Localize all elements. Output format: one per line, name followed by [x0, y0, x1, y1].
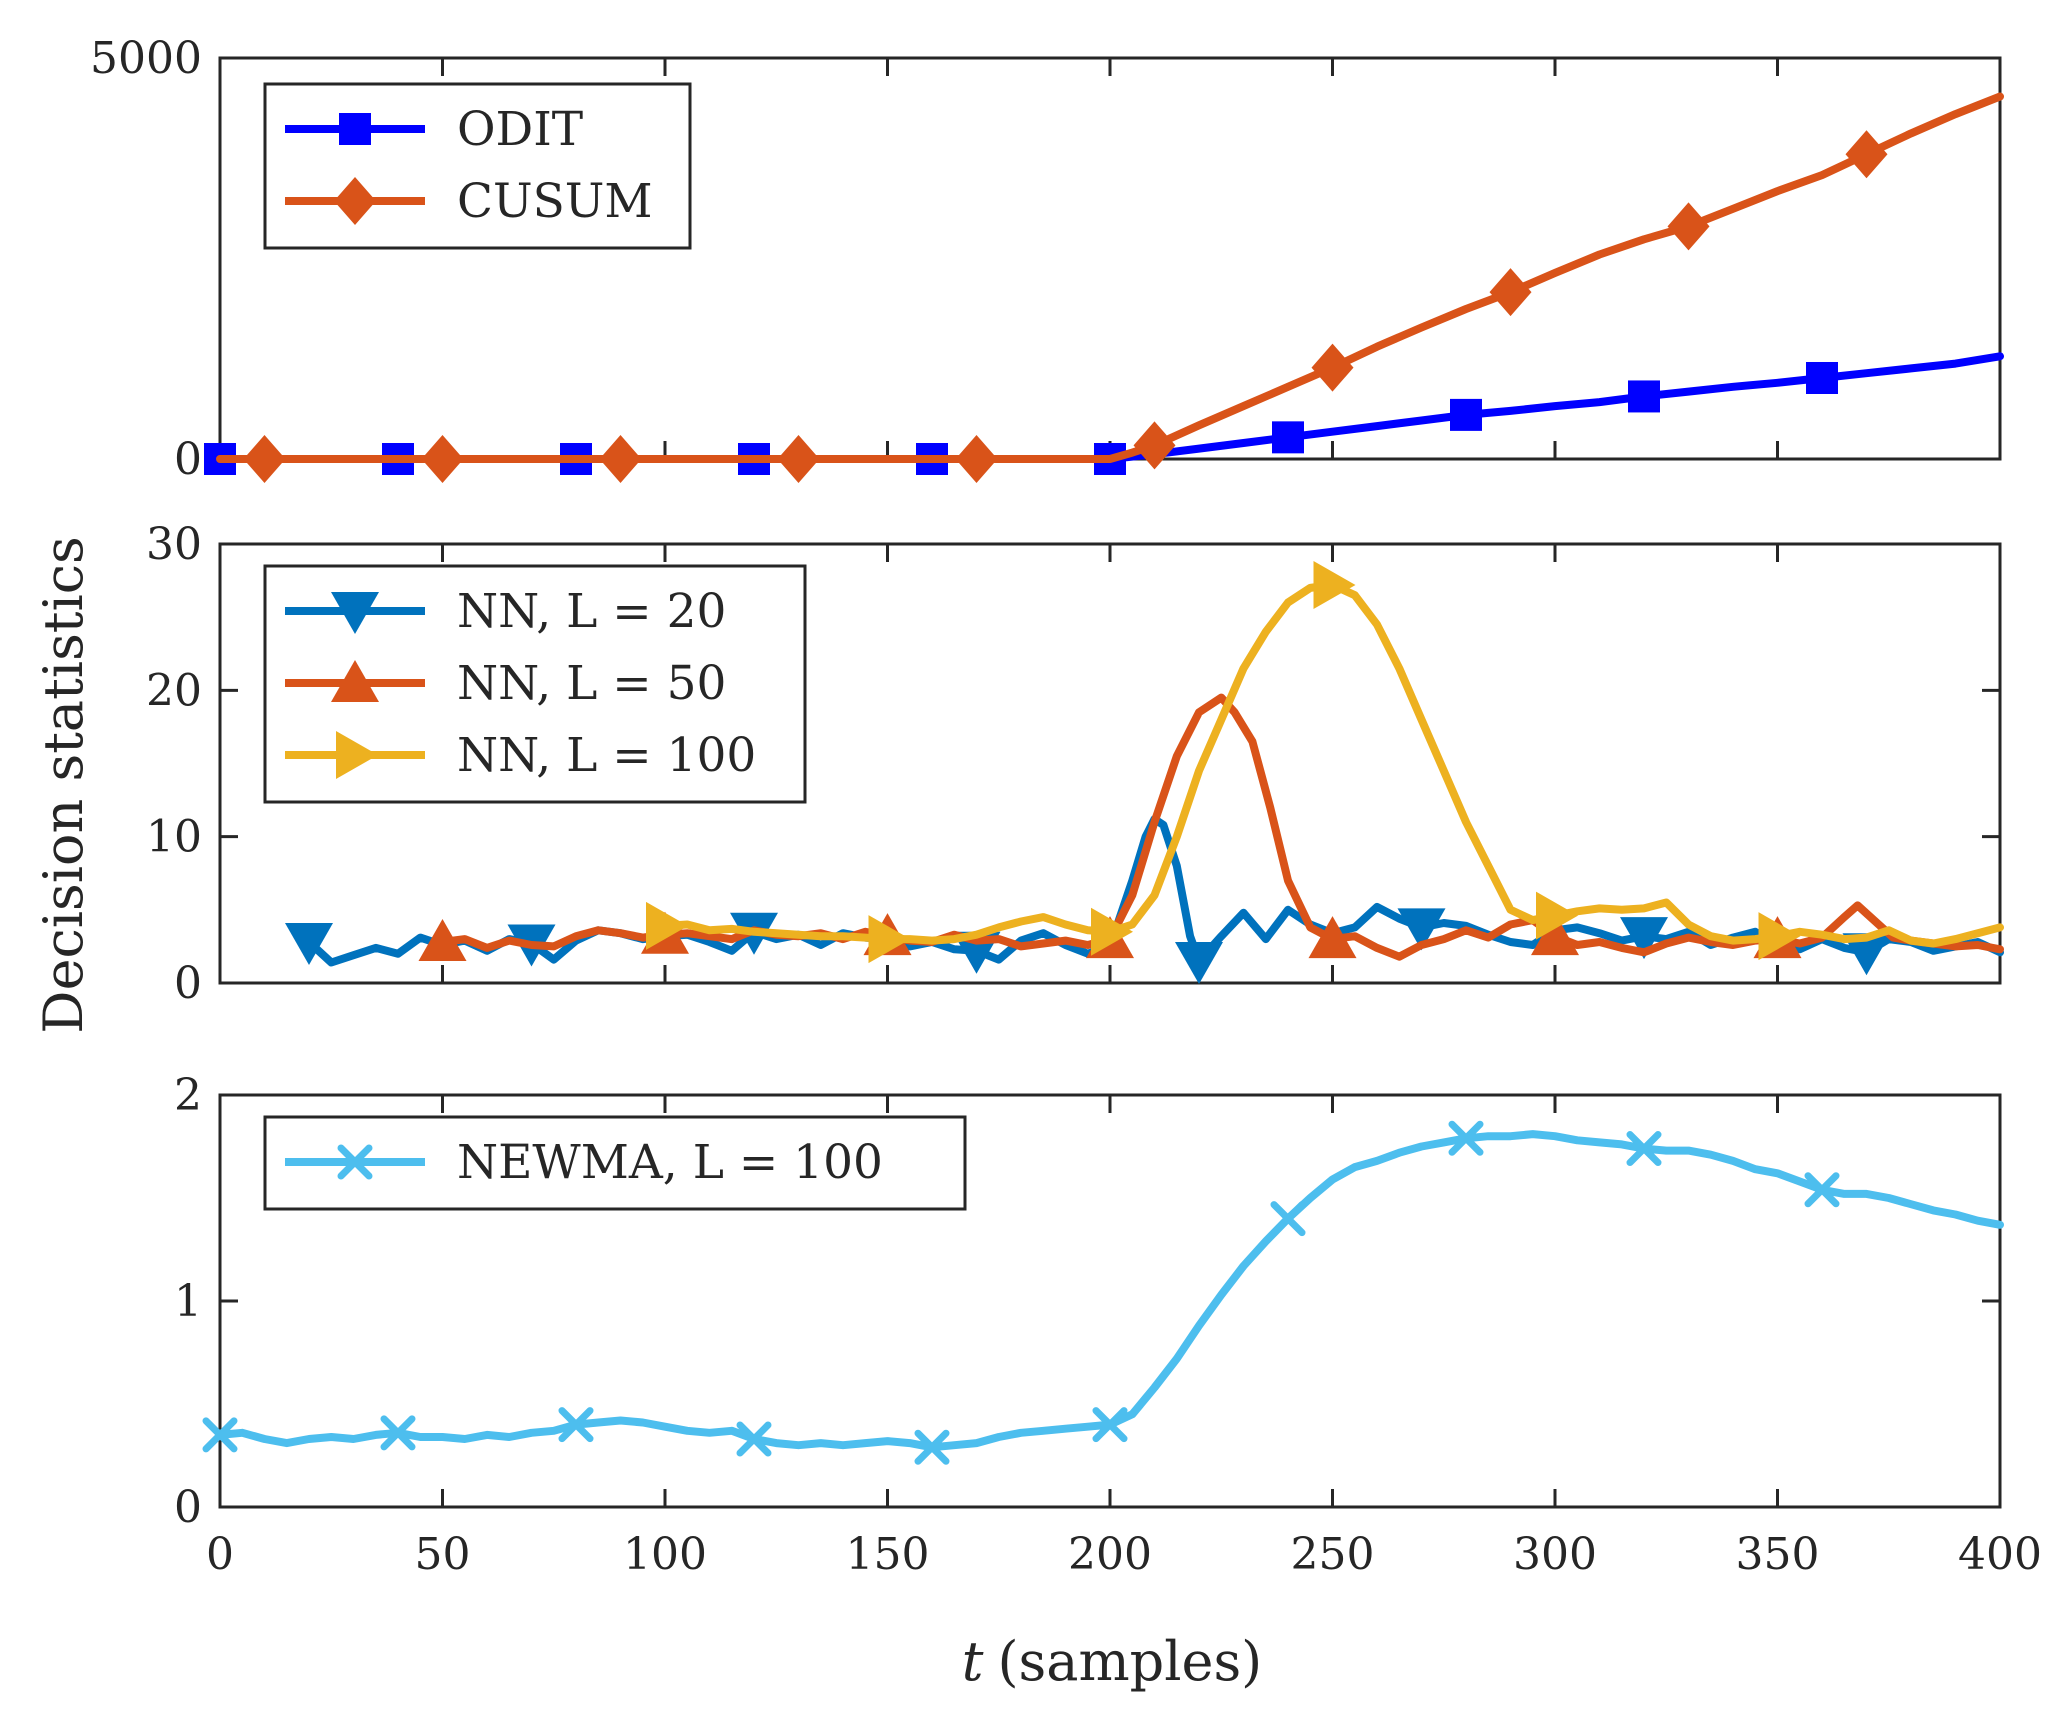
data-point-marker	[1626, 1131, 1662, 1167]
x-tick-label: 200	[1068, 1529, 1152, 1580]
data-point-marker	[599, 435, 642, 483]
y-tick-label: 0	[174, 434, 202, 485]
data-point-marker	[1091, 907, 1133, 956]
legend-swatch-marker	[331, 660, 379, 702]
data-point-marker	[1175, 942, 1223, 985]
y-tick-label: 0	[174, 958, 202, 1009]
legend-swatch-marker	[331, 592, 379, 634]
legend-label: NEWMA, L = 100	[457, 1135, 883, 1190]
legend-label: NN, L = 100	[457, 728, 756, 783]
data-point-marker	[914, 1429, 950, 1465]
data-point-marker	[202, 1417, 238, 1453]
data-point-marker	[558, 1407, 594, 1443]
data-point-marker	[1536, 891, 1578, 940]
data-point-marker	[646, 901, 688, 950]
series-line-cusum	[216, 92, 2004, 463]
legend-swatch-marker	[336, 731, 378, 779]
x-tick-label: 150	[846, 1529, 930, 1580]
legend-label: NN, L = 50	[457, 656, 726, 711]
data-point-marker	[1270, 1201, 1306, 1237]
legend: NEWMA, L = 100	[263, 1115, 967, 1211]
y-tick-label: 30	[146, 519, 202, 570]
x-tick-label: 300	[1513, 1529, 1597, 1580]
data-point-marker	[1758, 912, 1801, 961]
x-axis-unit: (samples)	[997, 1630, 1262, 1693]
panel-odit-cusum: 0 5000 ODIT CUSUM	[90, 33, 2004, 485]
legend-label: CUSUM	[457, 174, 653, 229]
x-axis-variable: t	[962, 1630, 984, 1693]
panel-nn: 0 10 20 30 NN, L = 20 NN, L = 50 NN, L = 100	[146, 519, 2004, 1009]
y-tick-label: 2	[174, 1070, 202, 1121]
y-axis-title: Decision statistics	[32, 536, 95, 1033]
x-tick-label: 0	[206, 1529, 234, 1580]
x-axis-title: t (samples)	[962, 1630, 1262, 1693]
data-point-marker	[1133, 421, 1176, 470]
x-tick-label: 250	[1291, 1529, 1375, 1580]
series-cusum	[216, 92, 2004, 483]
data-point-marker	[421, 435, 464, 483]
legend: ODIT CUSUM	[263, 82, 692, 250]
data-point-marker	[1845, 130, 1888, 179]
x-tick-label: 100	[623, 1529, 707, 1580]
y-tick-label: 0	[174, 1482, 202, 1533]
data-point-marker	[1667, 202, 1710, 251]
data-point-marker	[1489, 268, 1532, 317]
y-tick-label: 10	[146, 812, 202, 863]
legend-label: ODIT	[457, 102, 583, 157]
data-point-marker	[1448, 1120, 1484, 1156]
legend-swatch-marker	[337, 1144, 373, 1180]
data-point-marker	[1092, 1407, 1128, 1443]
legend-swatch-marker	[334, 177, 376, 225]
x-tick-label: 400	[1958, 1529, 2042, 1580]
data-point-marker	[1842, 933, 1891, 976]
data-point-marker	[1620, 917, 1668, 960]
data-point-marker	[380, 1415, 416, 1451]
data-point-marker	[777, 435, 820, 483]
data-point-marker	[1531, 913, 1579, 956]
data-point-marker	[736, 1421, 772, 1457]
series-nn-l-100	[646, 560, 2004, 964]
data-point-marker	[1628, 380, 1660, 413]
series-newma-l-100	[202, 1120, 2004, 1465]
data-point-marker	[955, 435, 998, 483]
data-point-marker	[1308, 916, 1357, 959]
legend: NN, L = 20 NN, L = 50 NN, L = 100	[263, 564, 807, 804]
data-point-marker	[418, 919, 467, 962]
data-point-marker	[285, 923, 333, 966]
y-tick-label: 20	[146, 665, 202, 716]
data-point-marker	[1450, 398, 1482, 431]
x-tick-label: 50	[415, 1529, 471, 1580]
data-point-marker	[868, 915, 911, 964]
legend-label: NN, L = 20	[457, 584, 726, 639]
legend-swatch-marker	[339, 113, 371, 145]
panel-newma: 0 1 2 0 50 100 150 200 250 300 350 400 NEWMA, L = 10…	[174, 1070, 2042, 1580]
data-point-marker	[1804, 1172, 1840, 1208]
legend-box	[263, 82, 692, 250]
data-point-marker	[1311, 343, 1354, 392]
data-point-marker	[1397, 908, 1446, 951]
data-point-marker	[1806, 361, 1838, 394]
data-point-marker	[243, 435, 286, 483]
y-tick-label: 5000	[90, 33, 202, 84]
y-tick-label: 1	[174, 1276, 202, 1327]
data-point-marker	[1272, 421, 1304, 454]
data-point-marker	[1313, 560, 1356, 609]
x-tick-label: 350	[1736, 1529, 1820, 1580]
